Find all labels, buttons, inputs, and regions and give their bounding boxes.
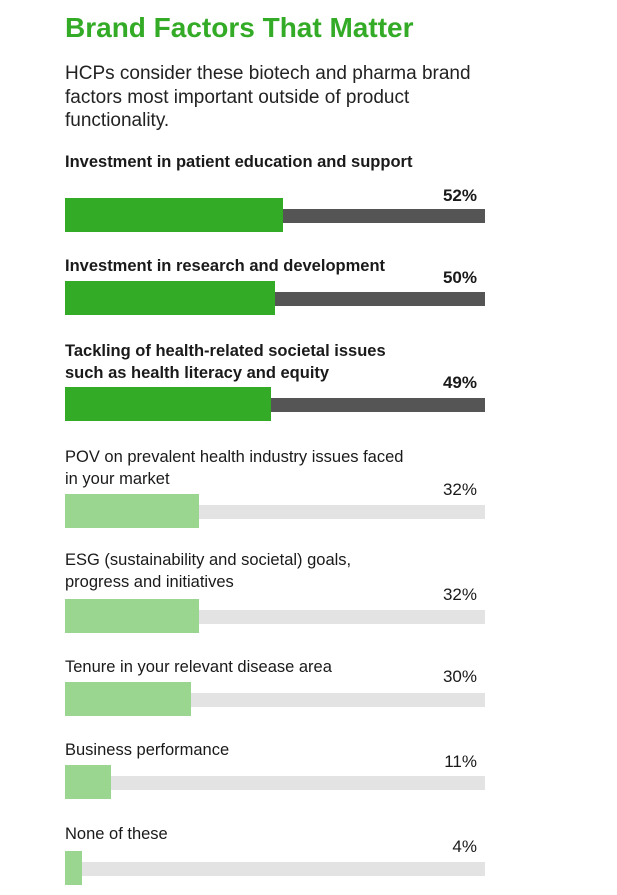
bar-label: Tackling of health-related societal issu… — [65, 342, 386, 382]
bar-value-label: 32% — [442, 480, 477, 499]
bar-label: ESG (sustainability and societal) goals,… — [65, 551, 352, 591]
bar — [65, 682, 191, 716]
bar-value-label: 52% — [442, 186, 477, 205]
bar-label: Business performance — [65, 741, 230, 759]
bar — [65, 281, 275, 315]
chart-subtitle: HCPs consider these biotech and pharma b… — [65, 63, 471, 131]
bar — [65, 765, 112, 799]
bar — [65, 851, 82, 885]
bar-value-label: 32% — [442, 585, 477, 604]
bar-value-label: 50% — [442, 268, 477, 287]
bar — [65, 494, 200, 528]
bar-track — [65, 776, 485, 790]
bar-label: Investment in research and development — [65, 257, 386, 275]
chart-title: Brand Factors That Matter — [65, 12, 414, 43]
bar-label: Investment in patient education and supp… — [65, 153, 413, 171]
bar-label: POV on prevalent health industry issues … — [65, 448, 404, 488]
bar-label: Tenure in your relevant disease area — [65, 658, 332, 676]
bar-value-label: 30% — [442, 667, 477, 686]
bar — [65, 387, 271, 421]
bar — [65, 198, 284, 232]
bar-value-label: 4% — [452, 837, 477, 856]
bar — [65, 599, 200, 633]
bar-track — [65, 862, 485, 876]
bar-value-label: 49% — [442, 373, 477, 392]
bar-value-label: 11% — [444, 752, 477, 771]
bar-label: None of these — [65, 825, 168, 843]
